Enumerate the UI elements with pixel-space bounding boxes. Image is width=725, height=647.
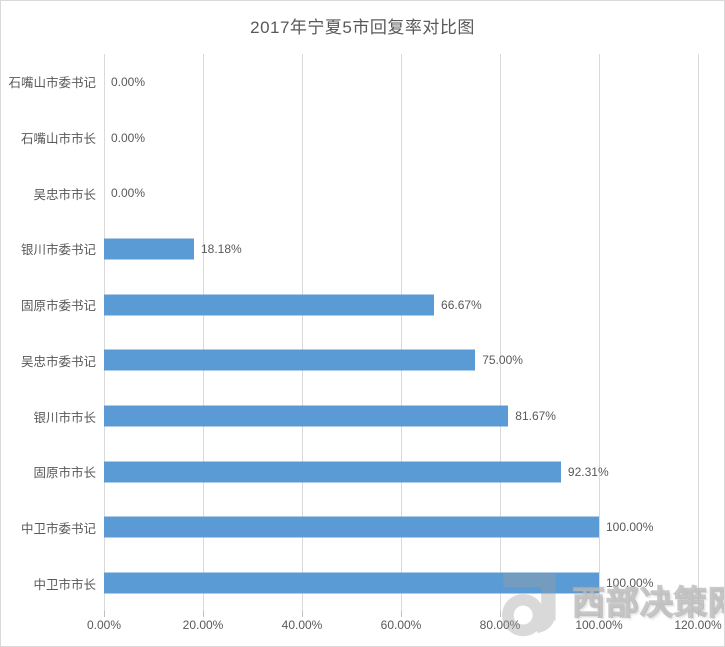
bar-value-label: 75.00% xyxy=(482,353,523,368)
bar-value-label: 100.00% xyxy=(606,576,654,591)
x-axis-tick xyxy=(599,611,600,617)
bar-value-label: 0.00% xyxy=(111,74,146,89)
bar-value-label: 66.67% xyxy=(441,297,482,312)
x-axis-ticks xyxy=(104,611,699,617)
category-label: 银川市市长 xyxy=(33,410,96,425)
bar-value-label: 100.00% xyxy=(606,520,654,535)
gridline xyxy=(599,54,600,611)
bar xyxy=(104,405,509,427)
bar-row: 0.00% xyxy=(104,54,698,110)
gridline xyxy=(698,54,699,611)
x-tick-label: 80.00% xyxy=(479,618,521,632)
chart-title: 2017年宁夏5市回复率对比图 xyxy=(250,18,475,37)
bar-row: 66.67% xyxy=(104,277,698,333)
x-axis-tick xyxy=(302,611,303,617)
bar-row: 100.00% xyxy=(104,500,698,556)
bar-row: 100.00% xyxy=(104,555,698,611)
x-axis-tick xyxy=(104,611,105,617)
x-tick-label: 0.00% xyxy=(86,618,122,632)
category-label: 吴忠市市长 xyxy=(33,187,96,202)
gridline xyxy=(203,54,204,611)
category-axis: 石嘴山市委书记石嘴山市市长吴忠市市长银川市委书记 固原市委书记 吴忠市委书记银川市市… xyxy=(1,54,96,611)
category-label: 中卫市委书记 xyxy=(20,521,96,536)
category-label: 石嘴山市委书记 xyxy=(8,76,96,91)
x-tick-label: 40.00% xyxy=(281,618,323,632)
bar xyxy=(104,294,435,316)
category-label: 固原市市长 xyxy=(33,466,96,481)
gridline xyxy=(302,54,303,611)
bar-value-label: 81.67% xyxy=(515,409,556,424)
category-label: 中卫市市长 xyxy=(33,577,96,592)
x-axis-labels: 0.00% 20.00% 40.00% 60.00% 80.00% 100.00% 120.… xyxy=(87,618,722,634)
bar-row: 92.31% xyxy=(104,444,698,500)
bar-value-label: 92.31% xyxy=(567,464,609,479)
plot-area: 0.00% 0.00% 0.00% 18.18% 66.67% 75.00% 81.67% 9… xyxy=(104,54,699,611)
category-label: 银川市委书记 xyxy=(20,243,96,258)
x-axis-tick xyxy=(500,611,501,617)
x-axis-tick xyxy=(401,611,402,617)
x-tick-label: 60.00% xyxy=(380,618,422,632)
x-tick-label: 120.00% xyxy=(674,618,722,632)
x-axis-tick xyxy=(698,611,699,617)
gridline xyxy=(104,54,105,611)
bar-row: 0.00% xyxy=(104,165,698,221)
gridline xyxy=(401,54,402,611)
bar-value-label: 18.18% xyxy=(200,241,242,256)
category-label: 固原市委书记 xyxy=(20,299,96,314)
bar xyxy=(104,349,476,371)
gridline xyxy=(500,54,501,611)
bar-row: 0.00% xyxy=(104,110,698,166)
x-axis-tick xyxy=(203,611,204,617)
bar xyxy=(104,572,599,594)
bar-value-label: 0.00% xyxy=(111,186,146,201)
bar xyxy=(104,461,561,483)
bar-row: 81.67% xyxy=(104,388,698,444)
category-label: 石嘴山市市长 xyxy=(20,132,96,147)
bar-row: 18.18% xyxy=(104,221,698,277)
category-label: 吴忠市委书记 xyxy=(20,354,96,369)
x-tick-label: 20.00% xyxy=(182,618,224,632)
x-tick-label: 100.00% xyxy=(575,618,623,632)
bar-value-label: 0.00% xyxy=(111,130,146,145)
bar xyxy=(104,516,599,538)
bar xyxy=(104,238,194,260)
bar-row: 75.00% xyxy=(104,333,698,389)
